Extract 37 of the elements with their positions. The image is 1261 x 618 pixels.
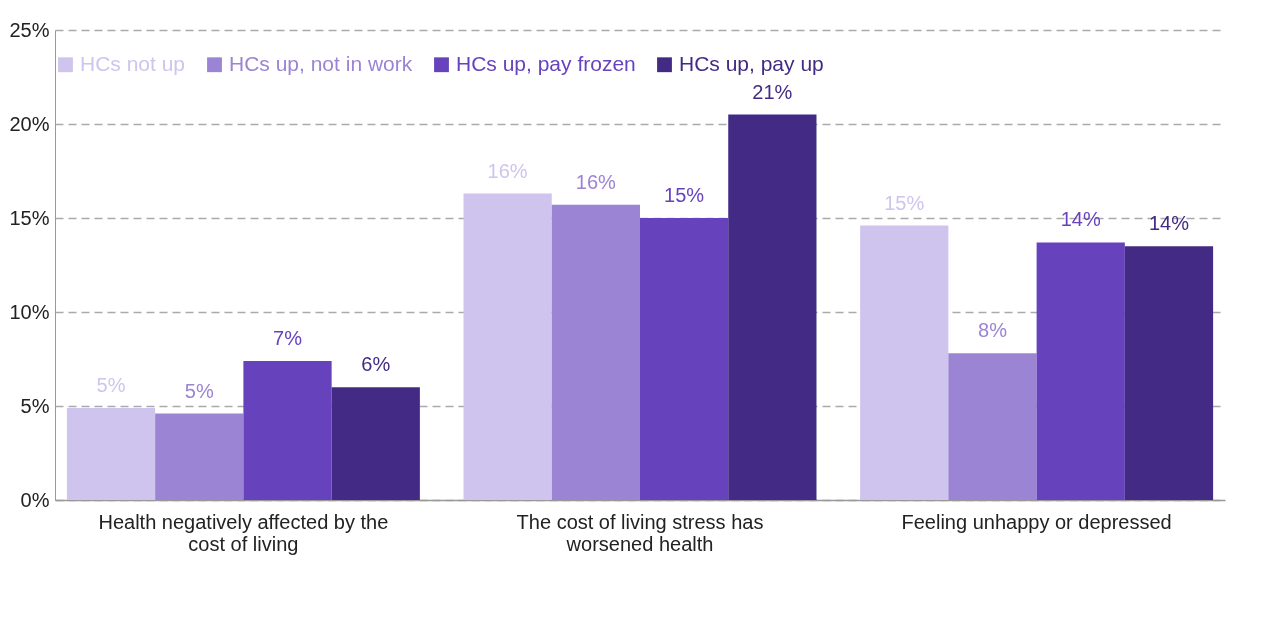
bar (640, 218, 729, 500)
x-tick-label: The cost of living stress has worsened health (516, 510, 764, 555)
x-tick-label: Feeling unhappy or depressed (901, 510, 1172, 533)
legend-label: HCs up, pay frozen (456, 51, 636, 75)
bar (331, 387, 420, 500)
bar (860, 225, 949, 500)
y-tick-label: 10% (9, 300, 50, 323)
data-label: 15% (664, 184, 705, 206)
legend-label: HCs not up (80, 51, 186, 75)
data-label: 15% (884, 191, 925, 214)
data-label: 16% (487, 159, 528, 182)
data-label: 14% (1060, 208, 1101, 231)
legend-label: HCs up, not in work (229, 51, 413, 75)
data-label: 21% (752, 80, 793, 103)
data-label: 14% (1148, 212, 1190, 235)
data-label: 5% (96, 373, 126, 396)
data-label: 5% (184, 379, 214, 402)
y-tick-label: 20% (9, 112, 50, 135)
data-label: 7% (273, 326, 303, 349)
legend-label: HCs up, pay up (679, 51, 824, 75)
bar (728, 114, 817, 500)
bar (463, 193, 552, 500)
data-label: 8% (978, 319, 1008, 342)
bar (243, 360, 332, 500)
y-tick-label: 15% (9, 206, 50, 229)
bar (66, 407, 156, 500)
bar (155, 413, 244, 500)
y-tick-label: 5% (20, 394, 50, 417)
data-label: 6% (361, 353, 391, 376)
bar (1036, 242, 1125, 500)
y-tick-label: 0% (20, 488, 50, 511)
bar (1124, 246, 1214, 500)
bar (551, 204, 640, 500)
bar (948, 353, 1037, 500)
y-tick-label: 25% (9, 18, 50, 41)
data-label: 16% (575, 170, 617, 193)
x-tick-label: Health negatively affected by the cost of living (98, 510, 389, 555)
